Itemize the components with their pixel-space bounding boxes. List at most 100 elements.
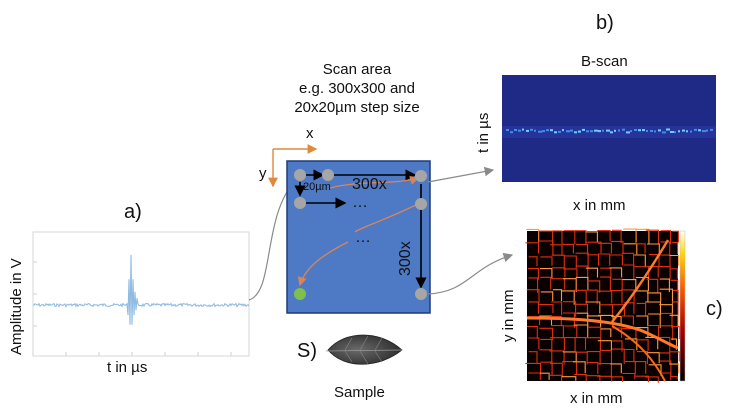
- cscan-vein-cell: [574, 373, 587, 381]
- scan-area-title-line-1: Scan area: [322, 61, 392, 78]
- cscan-side-vein-lower: [611, 325, 666, 382]
- cscan-vein-cell: [540, 268, 553, 279]
- panel-label-b: b): [596, 12, 614, 34]
- cscan-vein-cell: [622, 315, 634, 326]
- cscan-vein-cell: [669, 363, 680, 374]
- cscan-vein-cell: [636, 228, 650, 245]
- cscan-vein-cell: [526, 325, 538, 339]
- cscan-vein-cell: [672, 301, 679, 317]
- bscan-reflection: [642, 129, 645, 132]
- cscan-vein-cell: [610, 363, 622, 374]
- cscan-vein-cell: [672, 289, 679, 302]
- connector-signal-to-scan: [248, 179, 297, 301]
- bscan-reflection: [646, 130, 648, 132]
- cscan-xlabel: x in mm: [570, 390, 623, 407]
- cscan-vein-cell: [576, 265, 589, 281]
- cscan-vein-cell: [539, 349, 553, 365]
- bscan-reflection: [530, 128, 533, 131]
- cscan-vein-cell: [598, 290, 613, 304]
- leaf-blade: [327, 334, 403, 365]
- cscan-vein-cell: [575, 252, 589, 269]
- cscan-vein-cell: [657, 266, 671, 280]
- bscan-reflection: [702, 130, 706, 133]
- bscan-reflection: [630, 130, 632, 133]
- cscan-vein-cell: [539, 327, 554, 341]
- cscan-vein-cell: [525, 362, 542, 375]
- bscan-reflection: [534, 129, 536, 132]
- cscan-colorbar: [679, 230, 686, 382]
- cscan-vein-cell: [648, 313, 661, 328]
- scan-point-top-second: [322, 169, 334, 181]
- cscan-vein-cell: [526, 289, 540, 303]
- bscan-reflection: [506, 129, 509, 131]
- bscan-title: B-scan: [581, 53, 628, 70]
- sample-label: Sample: [334, 384, 385, 401]
- bscan-reflection: [606, 129, 610, 132]
- cscan-vein-cell: [585, 241, 602, 254]
- cscan-vein-cell: [624, 338, 638, 351]
- middle-ellipsis: …: [355, 229, 371, 246]
- bscan-reflection: [574, 131, 577, 134]
- cscan-vein-cell: [636, 315, 649, 327]
- cscan-vein-cell: [669, 254, 680, 266]
- bscan-image: [502, 75, 716, 182]
- scan-return-path-3: [297, 241, 349, 287]
- cscan-vein-cell: [585, 301, 601, 314]
- scan-point-end: [294, 288, 306, 300]
- cscan-vein-cell: [621, 289, 635, 305]
- bscan-reflection: [518, 129, 521, 132]
- cscan-vein-cell: [540, 256, 553, 266]
- bscan-band: [502, 126, 716, 138]
- cscan-vein-cell: [659, 288, 674, 304]
- bscan-reflection: [694, 128, 697, 131]
- cscan-vein-cell: [588, 326, 602, 338]
- bscan-reflection: [638, 129, 641, 132]
- leaf-midrib: [325, 349, 403, 352]
- connector-scan-to-cscan: [427, 252, 514, 295]
- signal-trace: [32, 254, 250, 325]
- cscan-vein-cell: [550, 325, 564, 338]
- cscan-vein-cell: [636, 351, 649, 364]
- bscan-reflection: [510, 131, 513, 134]
- cscan-vein-cell: [600, 349, 613, 364]
- cscan-vein-cell: [597, 230, 611, 241]
- cscan-vein-cell: [563, 301, 577, 317]
- bscan-reflection: [662, 131, 666, 134]
- bscan-reflections: [506, 128, 713, 134]
- cscan-vein-cell: [646, 292, 662, 302]
- cscan-vein-cell: [600, 276, 611, 292]
- bscan-xlabel: x in mm: [573, 197, 626, 214]
- cscan-vein-cell: [609, 267, 623, 278]
- bscan-reflection: [682, 129, 685, 132]
- cscan-vein-cell: [540, 361, 553, 376]
- cscan-vein-cell: [562, 243, 574, 254]
- cscan-vein-cell: [561, 376, 577, 381]
- cscan-vein-cell: [573, 324, 589, 339]
- bscan-reflection: [538, 130, 542, 133]
- cscan-vein-cell: [587, 361, 599, 374]
- bscan-reflection: [578, 130, 581, 133]
- cscan-vein-cell: [528, 351, 538, 363]
- row-ellipsis: …: [352, 194, 368, 211]
- cscan-vein-cell: [540, 291, 554, 302]
- cscan-vein-cell: [526, 228, 540, 243]
- cscan-vein-cell: [648, 324, 660, 341]
- bscan-reflection: [710, 128, 713, 131]
- bscan-reflection: [690, 130, 692, 133]
- signal-plot-ylabel: Amplitude in V: [8, 258, 25, 355]
- cscan-vein-cell: [575, 276, 589, 291]
- cscan-vein-cell: [634, 254, 646, 268]
- cscan-vein-cell: [611, 229, 622, 243]
- height-label: 300x: [397, 241, 414, 276]
- cscan-vein-cell: [528, 337, 540, 349]
- signal-plot-frame: [32, 231, 250, 357]
- cscan-vein-cell: [573, 361, 586, 374]
- bscan-reflection: [614, 129, 616, 132]
- cscan-vein-cell: [551, 254, 565, 268]
- bscan-reflection: [594, 129, 598, 132]
- bscan-reflection: [622, 128, 625, 131]
- cscan-vein-network: [525, 228, 680, 383]
- cscan-image: [525, 228, 686, 383]
- cscan-vein-cell: [563, 312, 575, 328]
- cscan-vein-cell: [597, 340, 612, 353]
